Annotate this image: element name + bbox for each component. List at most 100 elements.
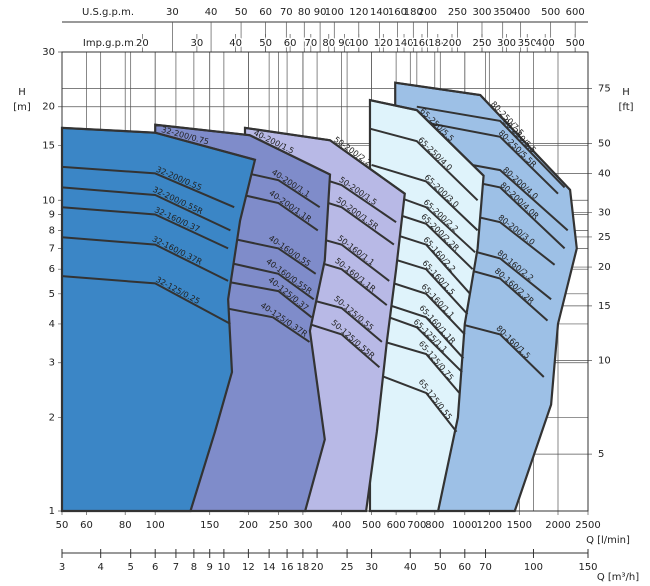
y2-axis-unit: [ft] (618, 102, 633, 113)
pump-curve (369, 99, 485, 177)
y-tick-label: 15 (42, 141, 55, 152)
pump-curve (61, 126, 256, 161)
y2-tick-label: 15 (598, 301, 611, 312)
y-axis-label: H (18, 87, 26, 98)
x4-tick-label: 30 (191, 38, 204, 49)
x3-tick-label: 160 (388, 7, 407, 18)
x-tick-label: 80 (119, 520, 132, 531)
x3-tick-label: 500 (541, 7, 560, 18)
x4-tick-label: 350 (518, 38, 537, 49)
x2-tick-label: 8 (191, 562, 197, 573)
x-tick-label: 1500 (507, 520, 532, 531)
pump-curve (61, 206, 229, 250)
y-tick-label: 9 (49, 209, 55, 220)
plot-frame (61, 51, 589, 512)
y-tick-label: 4 (49, 319, 55, 330)
y2-tick-label: 30 (598, 207, 611, 218)
x3-tick-label: 180 (404, 7, 423, 18)
x3-tick-label: 200 (418, 7, 437, 18)
x-tick-label: 600 (387, 520, 406, 531)
y2-axis-label: H (622, 87, 630, 98)
x2-tick-label: 150 (578, 562, 597, 573)
y-tick-label: 7 (49, 243, 55, 254)
x-tick-label: 1200 (477, 520, 502, 531)
y-tick-label: 5 (49, 289, 55, 300)
x3-tick-label: 80 (298, 7, 311, 18)
x4-tick-label: 120 (374, 38, 393, 49)
x2-tick-label: 100 (524, 562, 543, 573)
y-tick-label: 8 (49, 225, 55, 236)
x4-tick-label: 60 (284, 38, 297, 49)
x3-tick-label: 600 (566, 7, 585, 18)
x2-tick-label: 16 (281, 562, 294, 573)
pump-curve (369, 127, 479, 202)
y-tick-label: 20 (42, 102, 55, 113)
x3-tick-label: 350 (493, 7, 512, 18)
pump-curve (371, 163, 479, 232)
x-tick-label: 50 (56, 520, 69, 531)
x-tick-label: 700 (407, 520, 426, 531)
x-tick-label: 2000 (545, 520, 570, 531)
pump-curve (209, 277, 313, 319)
x-tick-label: 1000 (452, 520, 477, 531)
x3-tick-label: 90 (314, 7, 327, 18)
pump-curve (416, 119, 559, 195)
x-tick-label: 100 (146, 520, 165, 531)
x4-axis-label: Imp.g.p.m. (83, 38, 137, 49)
pump-curve (61, 275, 231, 325)
pump-curve (395, 81, 571, 191)
x2-tick-label: 25 (341, 562, 354, 573)
y2-tick-label: 75 (598, 84, 611, 95)
x3-tick-label: 30 (166, 7, 179, 18)
x-tick-label: 150 (200, 520, 219, 531)
x2-axis-label: Q [m³/h] (597, 572, 639, 583)
x4-tick-label: 140 (394, 38, 413, 49)
pump-curve (61, 186, 231, 232)
x3-tick-label: 120 (349, 7, 368, 18)
x2-tick-label: 9 (207, 562, 213, 573)
y-tick-label: 30 (42, 47, 55, 58)
y2-tick-label: 40 (598, 168, 611, 179)
x4-tick-label: 40 (229, 38, 242, 49)
x-tick-label: 60 (80, 520, 93, 531)
x3-tick-label: 250 (448, 7, 467, 18)
x4-tick-label: 50 (259, 38, 272, 49)
y-axis-unit: [m] (13, 102, 31, 113)
x2-tick-label: 14 (263, 562, 276, 573)
x2-tick-label: 7 (173, 562, 179, 573)
x2-tick-label: 12 (242, 562, 255, 573)
x-tick-label: 250 (269, 520, 288, 531)
y-tick-label: 2 (49, 412, 55, 423)
x4-tick-label: 200 (442, 38, 461, 49)
y2-tick-label: 20 (598, 262, 611, 273)
x2-tick-label: 4 (97, 562, 103, 573)
x2-tick-label: 6 (152, 562, 158, 573)
pump-curve (61, 165, 235, 209)
x-tick-label: 300 (293, 520, 312, 531)
x3-tick-label: 70 (280, 7, 293, 18)
x3-tick-label: 140 (370, 7, 389, 18)
pump-curve (416, 105, 566, 189)
x2-tick-label: 10 (218, 562, 231, 573)
y2-tick-label: 5 (598, 449, 604, 460)
x3-tick-label: 50 (235, 7, 248, 18)
x-tick-label: 800 (425, 520, 444, 531)
y-tick-label: 10 (42, 195, 55, 206)
pump-curve (155, 123, 331, 176)
x-tick-label: 400 (332, 520, 351, 531)
x-axis-label: Q [l/min] (586, 535, 630, 546)
x4-tick-label: 300 (497, 38, 516, 49)
y-tick-label: 1 (49, 506, 55, 517)
x-tick-label: 500 (362, 520, 381, 531)
x3-tick-label: 60 (259, 7, 272, 18)
x2-tick-label: 30 (365, 562, 378, 573)
x3-tick-label: 100 (325, 7, 344, 18)
pump-curve (371, 337, 461, 394)
y-tick-label: 3 (49, 358, 55, 369)
x2-tick-label: 20 (311, 562, 324, 573)
x4-tick-label: 250 (472, 38, 491, 49)
x3-tick-label: 40 (205, 7, 218, 18)
x4-tick-label: 100 (349, 38, 368, 49)
x3-tick-label: 400 (511, 7, 530, 18)
